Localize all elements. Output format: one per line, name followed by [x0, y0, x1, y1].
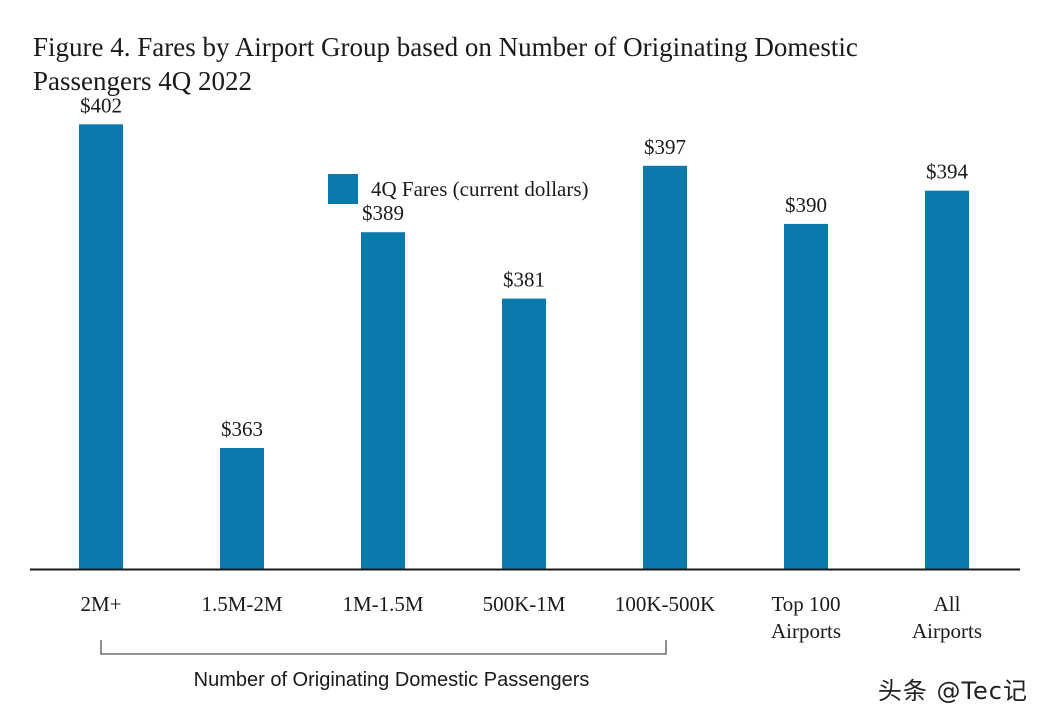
bar-1: [220, 448, 264, 569]
x-tick-label-5-line-1: Airports: [771, 619, 841, 643]
chart-title-line-1: Figure 4. Fares by Airport Group based o…: [33, 32, 858, 62]
legend-label: 4Q Fares (current dollars): [371, 177, 589, 201]
chart-title: Figure 4. Fares by Airport Group based o…: [33, 30, 933, 98]
group-bracket: [100, 640, 667, 655]
x-tick-label-0: 2M+: [80, 592, 121, 616]
watermark: 头条 @Tec记: [877, 677, 1028, 705]
bar-3: [502, 298, 546, 569]
chart-title-line-2: Passengers 4Q 2022: [33, 66, 252, 96]
bar-2: [361, 232, 405, 569]
group-label: Number of Originating Domestic Passenger…: [194, 669, 590, 691]
data-label-2: $389: [362, 201, 404, 225]
data-label-3: $381: [503, 268, 545, 292]
x-tick-label-5-line-0: Top 100: [771, 592, 840, 616]
x-tick-label-6-line-1: Airports: [912, 619, 982, 643]
data-label-0: $402: [80, 93, 122, 117]
legend-swatch: [328, 174, 358, 204]
bar-5: [784, 223, 828, 569]
data-label-5: $390: [785, 193, 827, 217]
x-tick-label-2: 1M-1.5M: [342, 592, 423, 616]
bar-4: [643, 165, 687, 570]
data-label-4: $397: [644, 135, 686, 159]
x-tick-label-6-line-0: All: [934, 592, 961, 616]
data-label-1: $363: [221, 417, 263, 441]
bar-0: [79, 124, 123, 570]
x-tick-label-4: 100K-500K: [615, 592, 715, 616]
data-label-6: $394: [926, 160, 969, 184]
x-tick-label-3: 500K-1M: [483, 592, 566, 616]
x-tick-label-1: 1.5M-2M: [201, 592, 282, 616]
bar-6: [925, 190, 969, 569]
